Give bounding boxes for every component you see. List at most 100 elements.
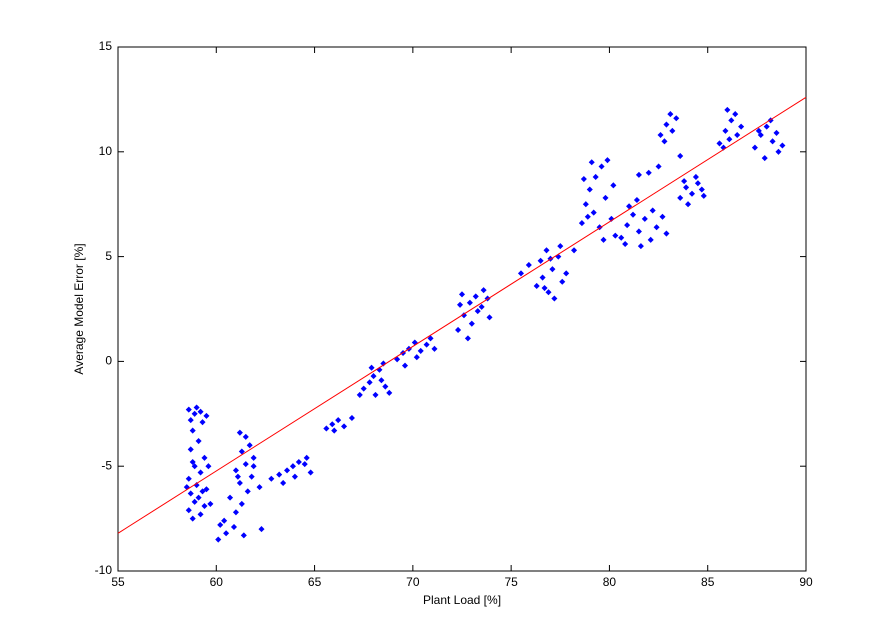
point [276,471,283,478]
point [563,270,570,277]
point [268,475,275,482]
point [195,494,202,501]
point [685,201,692,208]
point [559,278,566,285]
point [612,232,619,239]
point [289,463,296,470]
point [761,155,768,162]
point [394,356,401,363]
point [551,295,558,302]
point [734,132,741,139]
x-tick-label: 80 [603,575,617,589]
point [291,473,298,480]
point [256,484,263,491]
point [360,385,367,392]
point [191,498,198,505]
point [197,408,204,415]
point [185,475,192,482]
point [571,247,578,254]
point [769,138,776,145]
point [681,178,688,185]
point [533,282,540,289]
point [480,287,487,294]
point [661,138,668,145]
point [368,364,375,371]
point [622,240,629,248]
point [201,454,208,461]
x-tick-label: 60 [210,575,224,589]
point [663,230,670,237]
point [417,347,424,354]
point [600,236,607,243]
point [629,211,637,218]
point [755,127,762,134]
point [401,362,409,369]
point [223,530,230,537]
x-tick-label: 85 [701,575,715,589]
point [543,247,550,254]
point [323,425,330,432]
point [655,163,662,170]
point [537,257,544,264]
point [580,176,587,183]
point [234,473,241,480]
point [227,494,234,501]
point [250,454,257,461]
point [549,266,556,273]
point [232,467,239,474]
point [578,220,585,227]
point [468,320,475,327]
point [203,412,210,419]
point [242,461,249,468]
point [258,526,265,533]
point [604,157,611,164]
point [301,461,308,468]
point [199,488,206,495]
point [307,469,314,476]
point [244,488,251,495]
point [348,414,355,422]
point [215,536,222,543]
point [557,243,564,250]
point [232,509,239,516]
point [716,140,723,147]
y-axis-label: Average Model Error [%] [72,243,86,374]
point [633,196,640,204]
point [649,207,656,214]
point [240,532,247,539]
point [431,345,438,352]
point [378,377,385,384]
point [246,442,253,449]
point [641,215,648,222]
point [598,163,605,170]
point [700,192,707,199]
point [653,224,660,231]
point [545,289,552,296]
point [187,417,194,424]
point [248,473,255,480]
point [602,194,609,201]
fit-line [117,96,807,534]
point [187,490,194,497]
point [698,186,705,193]
point [370,373,377,380]
x-tick-label: 70 [406,575,420,589]
point [238,448,245,455]
point [189,427,196,434]
point [673,115,680,122]
point [657,132,664,139]
point [541,285,548,292]
point [185,406,192,413]
point [584,213,591,220]
point [466,299,473,306]
point [738,123,745,130]
point [197,469,204,476]
point [724,106,731,113]
point [775,148,782,155]
point [217,521,224,528]
point [207,500,214,507]
point [238,500,245,507]
point [588,159,595,166]
point [624,222,631,229]
point [779,142,786,149]
